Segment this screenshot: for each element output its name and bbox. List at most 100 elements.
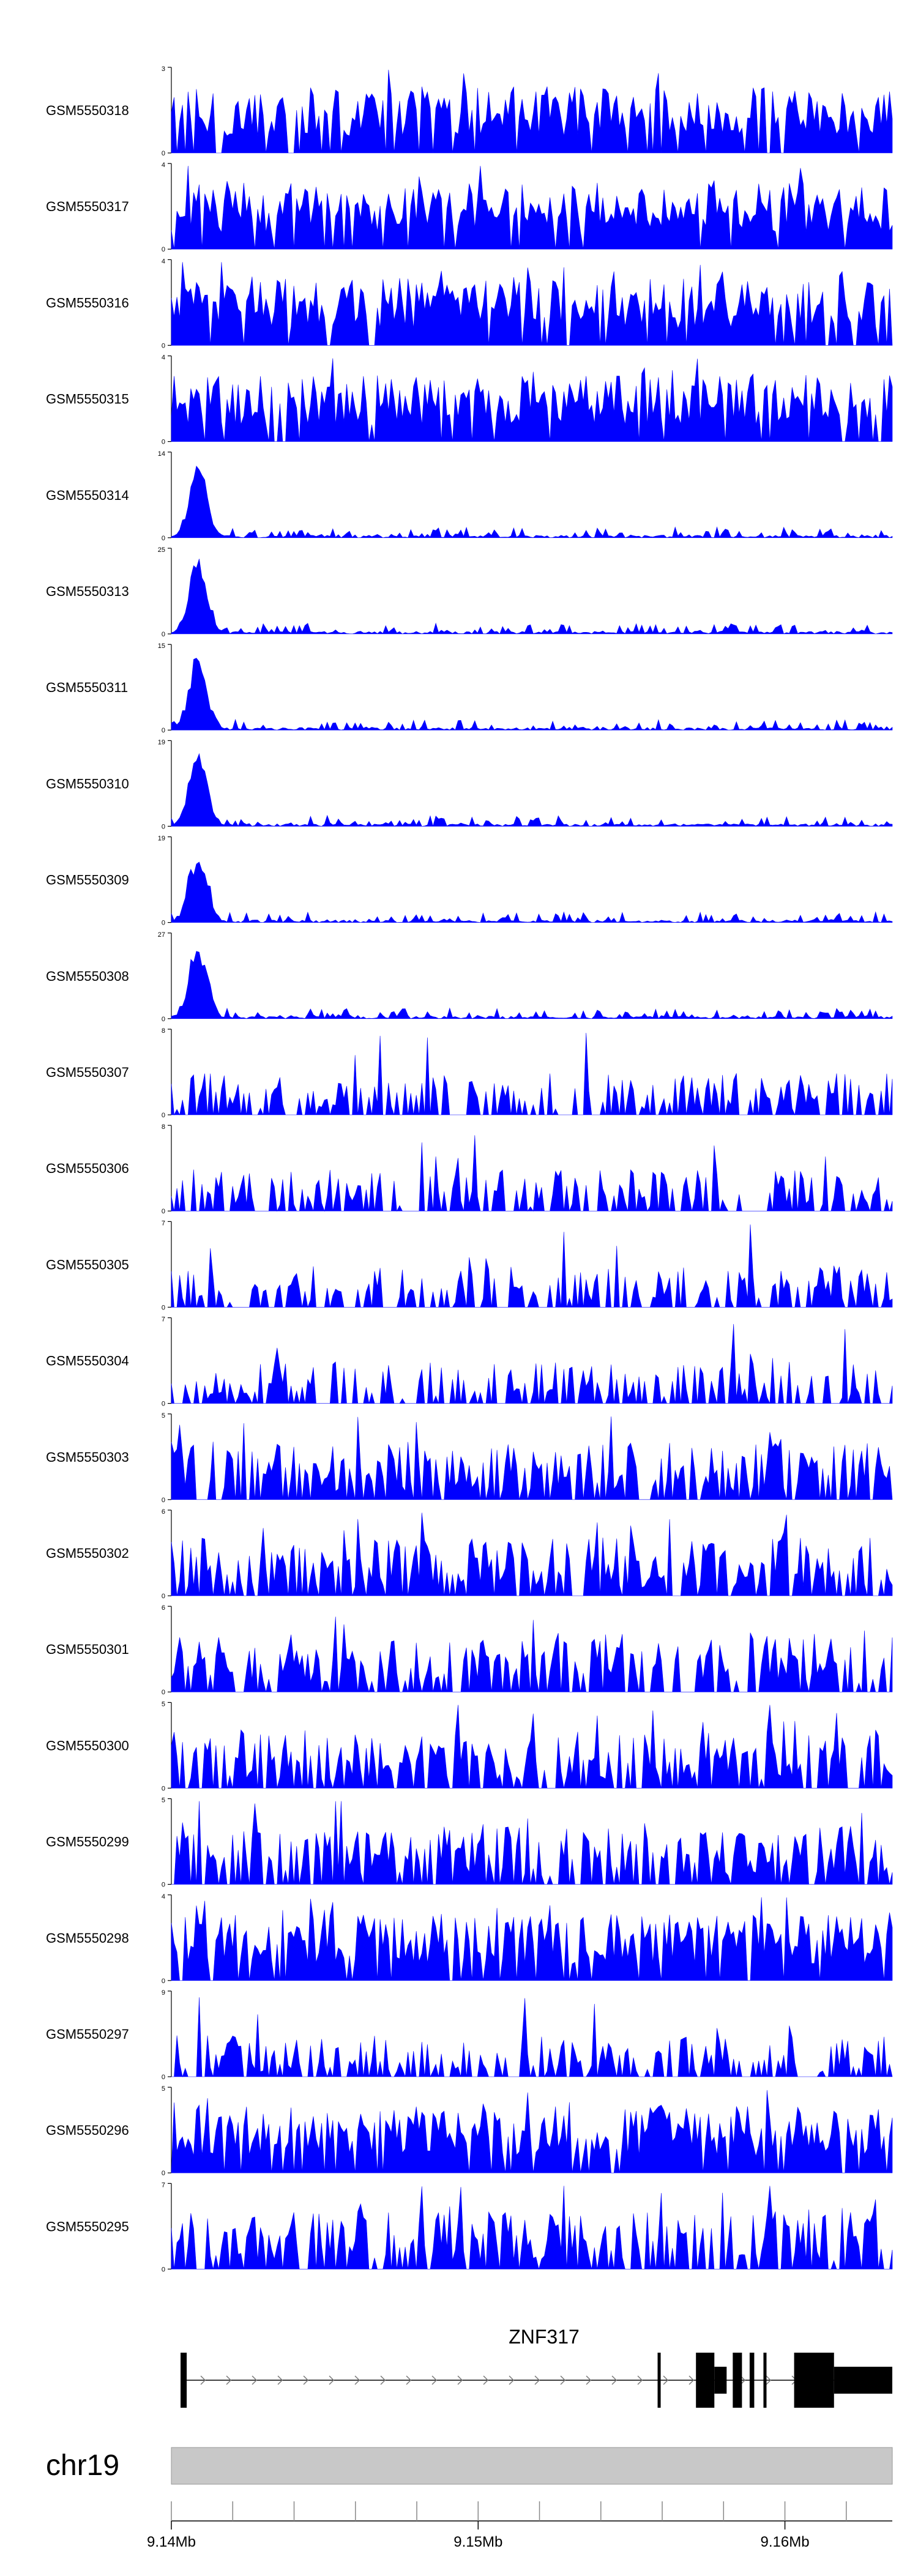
coverage-area bbox=[171, 1033, 893, 1116]
coverage-area bbox=[171, 1135, 893, 1212]
strand-arrow bbox=[509, 2375, 515, 2385]
y-tick-label-zero: 0 bbox=[162, 727, 165, 734]
track-label: GSM5550303 bbox=[46, 1450, 129, 1465]
strand-arrow bbox=[560, 2375, 566, 2385]
y-tick-label-zero: 0 bbox=[162, 535, 165, 542]
y-tick-label-zero: 0 bbox=[162, 1785, 165, 1792]
gene-exon bbox=[763, 2353, 767, 2408]
chromosome-track: chr19 bbox=[46, 2447, 893, 2485]
y-tick-label-zero: 0 bbox=[162, 823, 165, 830]
coverage-track: GSM5550300 5 0 bbox=[46, 1700, 893, 1792]
track-label: GSM5550304 bbox=[46, 1353, 129, 1369]
gene-exon bbox=[714, 2367, 727, 2394]
track-label: GSM5550296 bbox=[46, 2123, 129, 2138]
y-tick-label-zero: 0 bbox=[162, 1689, 165, 1696]
coverage-area bbox=[171, 166, 893, 250]
coverage-track: GSM5550311 15 0 bbox=[46, 642, 893, 734]
track-label: GSM5550311 bbox=[46, 680, 128, 695]
strand-arrow bbox=[329, 2375, 335, 2385]
coverage-area bbox=[171, 1801, 893, 1885]
y-tick-label-max: 4 bbox=[162, 258, 165, 265]
y-tick-label-max: 8 bbox=[162, 1027, 165, 1035]
y-tick-label-max: 9 bbox=[162, 1989, 165, 1997]
track-label: GSM5550298 bbox=[46, 1930, 129, 1946]
coverage-track: GSM5550314 14 0 bbox=[46, 450, 893, 542]
coverage-area bbox=[171, 951, 893, 1019]
coverage-track: GSM5550297 9 0 bbox=[46, 1989, 893, 2081]
strand-arrow bbox=[406, 2375, 412, 2385]
strand-arrow bbox=[303, 2375, 309, 2385]
strand-arrow bbox=[252, 2375, 258, 2385]
strand-arrow bbox=[380, 2375, 386, 2385]
gene-exon bbox=[749, 2353, 755, 2408]
y-tick-label-max: 15 bbox=[158, 642, 165, 650]
gene-exon bbox=[696, 2353, 715, 2408]
y-tick-label-zero: 0 bbox=[162, 1208, 165, 1215]
track-label: GSM5550306 bbox=[46, 1161, 129, 1176]
coverage-track: GSM5550303 5 0 bbox=[46, 1412, 893, 1504]
coverage-area bbox=[171, 465, 893, 538]
y-tick-label-max: 5 bbox=[162, 1797, 165, 1804]
coverage-area bbox=[171, 2090, 893, 2173]
coverage-area bbox=[171, 753, 893, 827]
chromosome-band bbox=[171, 2447, 893, 2485]
y-tick-label-max: 14 bbox=[158, 450, 165, 458]
y-tick-label-zero: 0 bbox=[162, 1112, 165, 1119]
y-tick-label-zero: 0 bbox=[162, 342, 165, 349]
track-label: GSM5550299 bbox=[46, 1834, 129, 1850]
strand-arrow bbox=[354, 2375, 360, 2385]
coverage-area bbox=[171, 1416, 893, 1500]
track-label: GSM5550314 bbox=[46, 488, 129, 503]
coverage-track: GSM5550301 6 0 bbox=[46, 1604, 893, 1696]
y-tick-label-max: 4 bbox=[162, 354, 165, 362]
chromosome-label: chr19 bbox=[46, 2449, 119, 2482]
strand-arrow bbox=[483, 2375, 489, 2385]
coverage-track: GSM5550316 4 0 bbox=[46, 258, 893, 349]
y-tick-label-zero: 0 bbox=[162, 920, 165, 927]
coverage-track: GSM5550308 27 0 bbox=[46, 931, 893, 1023]
track-label: GSM5550317 bbox=[46, 199, 129, 214]
genome-axis: 9.14Mb 9.15Mb 9.16Mb bbox=[147, 2501, 892, 2550]
y-tick-label-zero: 0 bbox=[162, 150, 165, 157]
gene-exon bbox=[657, 2353, 661, 2408]
coverage-track: GSM5550295 7 0 bbox=[46, 2181, 893, 2273]
y-tick-label-zero: 0 bbox=[162, 1978, 165, 1985]
coverage-area bbox=[171, 358, 893, 442]
track-label: GSM5550300 bbox=[46, 1738, 129, 1753]
y-tick-label-max: 5 bbox=[162, 1412, 165, 1420]
track-label: GSM5550316 bbox=[46, 295, 129, 310]
y-tick-label-max: 19 bbox=[158, 835, 165, 843]
strand-arrow bbox=[277, 2375, 283, 2385]
coverage-track: GSM5550305 7 0 bbox=[46, 1219, 893, 1311]
track-label: GSM5550297 bbox=[46, 2027, 129, 2042]
gene-track: ZNF317 bbox=[181, 2326, 892, 2408]
y-tick-label-max: 6 bbox=[162, 1604, 165, 1612]
coverage-area bbox=[171, 862, 893, 923]
gene-exon bbox=[834, 2367, 892, 2394]
y-tick-label-max: 19 bbox=[158, 739, 165, 746]
y-tick-label-max: 4 bbox=[162, 1893, 165, 1900]
coverage-area bbox=[171, 1224, 893, 1308]
y-tick-label-zero: 0 bbox=[162, 1401, 165, 1408]
y-tick-label-zero: 0 bbox=[162, 2170, 165, 2177]
track-label: GSM5550302 bbox=[46, 1546, 129, 1561]
strand-arrow bbox=[766, 2375, 772, 2385]
y-tick-label-zero: 0 bbox=[162, 1593, 165, 1600]
y-tick-label-max: 5 bbox=[162, 1700, 165, 1708]
coverage-track: GSM5550298 4 0 bbox=[46, 1893, 893, 1985]
x-tick-label: 9.14Mb bbox=[147, 2534, 196, 2550]
coverage-area bbox=[171, 658, 893, 731]
strand-arrow bbox=[586, 2375, 592, 2385]
coverage-track: GSM5550310 19 0 bbox=[46, 739, 893, 830]
strand-arrow bbox=[611, 2375, 618, 2385]
coverage-area bbox=[171, 559, 893, 635]
coverage-track: GSM5550318 3 0 bbox=[46, 65, 893, 157]
coverage-track: GSM5550309 19 0 bbox=[46, 835, 893, 927]
coverage-track: GSM5550302 6 0 bbox=[46, 1508, 893, 1600]
strand-arrow bbox=[200, 2375, 206, 2385]
coverage-track: GSM5550304 7 0 bbox=[46, 1316, 893, 1408]
track-label: GSM5550309 bbox=[46, 873, 129, 888]
strand-arrow bbox=[688, 2375, 695, 2385]
coverage-track: GSM5550317 4 0 bbox=[46, 162, 893, 253]
